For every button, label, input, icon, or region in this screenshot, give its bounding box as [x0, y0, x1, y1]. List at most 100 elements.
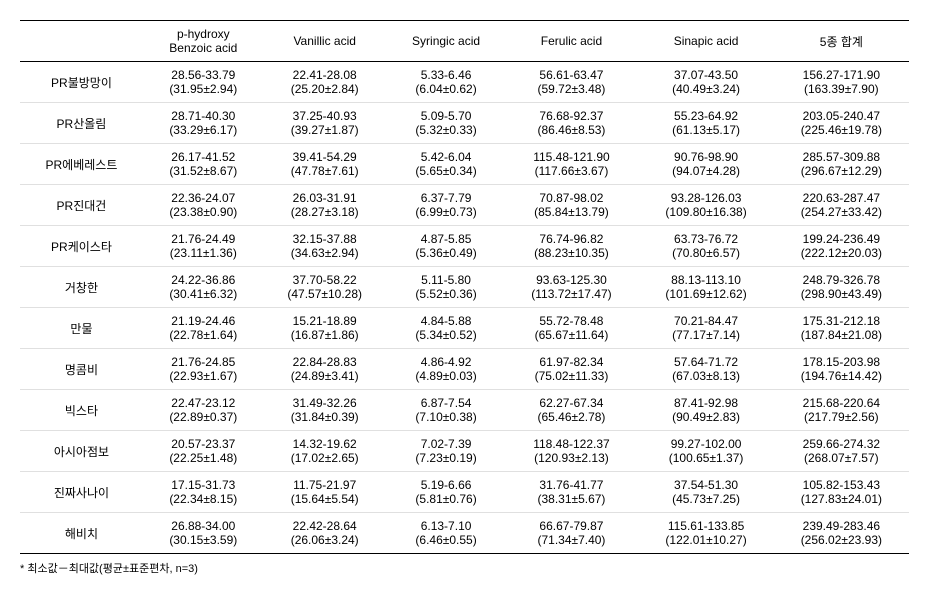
- cell-range: 21.19-24.46: [153, 314, 254, 328]
- data-cell: 220.63-287.47(254.27±33.42): [774, 185, 909, 226]
- cell-mean: (4.89±0.03): [396, 369, 497, 383]
- row-label: 만물: [20, 308, 145, 349]
- data-cell: 5.19-6.66(5.81±0.76): [388, 472, 505, 513]
- cell-range: 28.71-40.30: [153, 109, 254, 123]
- data-cell: 5.11-5.80(5.52±0.36): [388, 267, 505, 308]
- table-row: 빅스타22.47-23.12(22.89±0.37)31.49-32.26(31…: [20, 390, 909, 431]
- cell-range: 20.57-23.37: [153, 437, 254, 451]
- cell-mean: (30.41±6.32): [153, 287, 254, 301]
- cell-range: 199.24-236.49: [782, 232, 901, 246]
- cell-range: 7.02-7.39: [396, 437, 497, 451]
- cell-range: 37.54-51.30: [646, 478, 765, 492]
- cell-mean: (65.67±11.64): [512, 328, 630, 342]
- cell-range: 203.05-240.47: [782, 109, 901, 123]
- cell-range: 55.72-78.48: [512, 314, 630, 328]
- cell-range: 215.68-220.64: [782, 396, 901, 410]
- row-label: PR불방망이: [20, 62, 145, 103]
- cell-range: 22.42-28.64: [270, 519, 380, 533]
- table-body: PR불방망이28.56-33.79(31.95±2.94)22.41-28.08…: [20, 62, 909, 554]
- cell-mean: (5.34±0.52): [396, 328, 497, 342]
- cell-range: 37.70-58.22: [270, 273, 380, 287]
- table-row: 진짜사나이17.15-31.73(22.34±8.15)11.75-21.97(…: [20, 472, 909, 513]
- row-label: PR케이스타: [20, 226, 145, 267]
- cell-mean: (5.36±0.49): [396, 246, 497, 260]
- data-cell: 39.41-54.29(47.78±7.61): [262, 144, 388, 185]
- row-label: PR산올림: [20, 103, 145, 144]
- table-row: PR산올림28.71-40.30(33.29±6.17)37.25-40.93(…: [20, 103, 909, 144]
- data-cell: 70.21-84.47(77.17±7.14): [638, 308, 773, 349]
- cell-range: 220.63-287.47: [782, 191, 901, 205]
- cell-range: 4.87-5.85: [396, 232, 497, 246]
- table-footnote: * 최소값－최대값(평균±표준편차, n=3): [20, 560, 909, 576]
- cell-mean: (31.52±8.67): [153, 164, 254, 178]
- phenolic-acid-table: p-hydroxyBenzoic acidVanillic acidSyring…: [20, 20, 909, 554]
- data-cell: 5.33-6.46(6.04±0.62): [388, 62, 505, 103]
- cell-range: 39.41-54.29: [270, 150, 380, 164]
- data-cell: 61.97-82.34(75.02±11.33): [504, 349, 638, 390]
- cell-mean: (17.02±2.65): [270, 451, 380, 465]
- table-row: 명콤비21.76-24.85(22.93±1.67)22.84-28.83(24…: [20, 349, 909, 390]
- cell-range: 4.86-4.92: [396, 355, 497, 369]
- cell-range: 88.13-113.10: [646, 273, 765, 287]
- cell-mean: (28.27±3.18): [270, 205, 380, 219]
- cell-mean: (6.04±0.62): [396, 82, 497, 96]
- data-cell: 37.25-40.93(39.27±1.87): [262, 103, 388, 144]
- cell-range: 15.21-18.89: [270, 314, 380, 328]
- cell-mean: (22.93±1.67): [153, 369, 254, 383]
- data-cell: 99.27-102.00(100.65±1.37): [638, 431, 773, 472]
- cell-range: 31.76-41.77: [512, 478, 630, 492]
- cell-range: 5.33-6.46: [396, 68, 497, 82]
- cell-range: 93.28-126.03: [646, 191, 765, 205]
- data-cell: 21.76-24.85(22.93±1.67): [145, 349, 262, 390]
- data-cell: 66.67-79.87(71.34±7.40): [504, 513, 638, 554]
- cell-range: 175.31-212.18: [782, 314, 901, 328]
- data-cell: 37.54-51.30(45.73±7.25): [638, 472, 773, 513]
- cell-mean: (67.03±8.13): [646, 369, 765, 383]
- cell-mean: (7.23±0.19): [396, 451, 497, 465]
- cell-mean: (187.84±21.08): [782, 328, 901, 342]
- cell-mean: (23.11±1.36): [153, 246, 254, 260]
- cell-mean: (40.49±3.24): [646, 82, 765, 96]
- cell-range: 26.88-34.00: [153, 519, 254, 533]
- cell-range: 17.15-31.73: [153, 478, 254, 492]
- data-cell: 11.75-21.97(15.64±5.54): [262, 472, 388, 513]
- data-cell: 93.28-126.03(109.80±16.38): [638, 185, 773, 226]
- data-cell: 63.73-76.72(70.80±6.57): [638, 226, 773, 267]
- data-cell: 6.13-7.10(6.46±0.55): [388, 513, 505, 554]
- table-row: 거창한24.22-36.86(30.41±6.32)37.70-58.22(47…: [20, 267, 909, 308]
- cell-range: 87.41-92.98: [646, 396, 765, 410]
- cell-mean: (5.65±0.34): [396, 164, 497, 178]
- cell-range: 76.68-92.37: [512, 109, 630, 123]
- cell-mean: (22.89±0.37): [153, 410, 254, 424]
- cell-mean: (75.02±11.33): [512, 369, 630, 383]
- data-cell: 215.68-220.64(217.79±2.56): [774, 390, 909, 431]
- cell-mean: (77.17±7.14): [646, 328, 765, 342]
- cell-range: 22.47-23.12: [153, 396, 254, 410]
- cell-mean: (5.32±0.33): [396, 123, 497, 137]
- cell-mean: (88.23±10.35): [512, 246, 630, 260]
- data-cell: 15.21-18.89(16.87±1.86): [262, 308, 388, 349]
- cell-mean: (24.89±3.41): [270, 369, 380, 383]
- data-cell: 22.84-28.83(24.89±3.41): [262, 349, 388, 390]
- cell-range: 55.23-64.92: [646, 109, 765, 123]
- cell-range: 6.37-7.79: [396, 191, 497, 205]
- cell-range: 178.15-203.98: [782, 355, 901, 369]
- cell-mean: (45.73±7.25): [646, 492, 765, 506]
- cell-mean: (38.31±5.67): [512, 492, 630, 506]
- cell-mean: (194.76±14.42): [782, 369, 901, 383]
- cell-range: 259.66-274.32: [782, 437, 901, 451]
- data-cell: 37.70-58.22(47.57±10.28): [262, 267, 388, 308]
- data-cell: 175.31-212.18(187.84±21.08): [774, 308, 909, 349]
- table-header: p-hydroxyBenzoic acidVanillic acidSyring…: [20, 21, 909, 62]
- cell-range: 248.79-326.78: [782, 273, 901, 287]
- data-cell: 24.22-36.86(30.41±6.32): [145, 267, 262, 308]
- data-cell: 6.87-7.54(7.10±0.38): [388, 390, 505, 431]
- cell-range: 62.27-67.34: [512, 396, 630, 410]
- cell-range: 37.25-40.93: [270, 109, 380, 123]
- data-cell: 105.82-153.43(127.83±24.01): [774, 472, 909, 513]
- row-label: 거창한: [20, 267, 145, 308]
- cell-range: 14.32-19.62: [270, 437, 380, 451]
- cell-range: 57.64-71.72: [646, 355, 765, 369]
- cell-mean: (5.52±0.36): [396, 287, 497, 301]
- cell-range: 115.48-121.90: [512, 150, 630, 164]
